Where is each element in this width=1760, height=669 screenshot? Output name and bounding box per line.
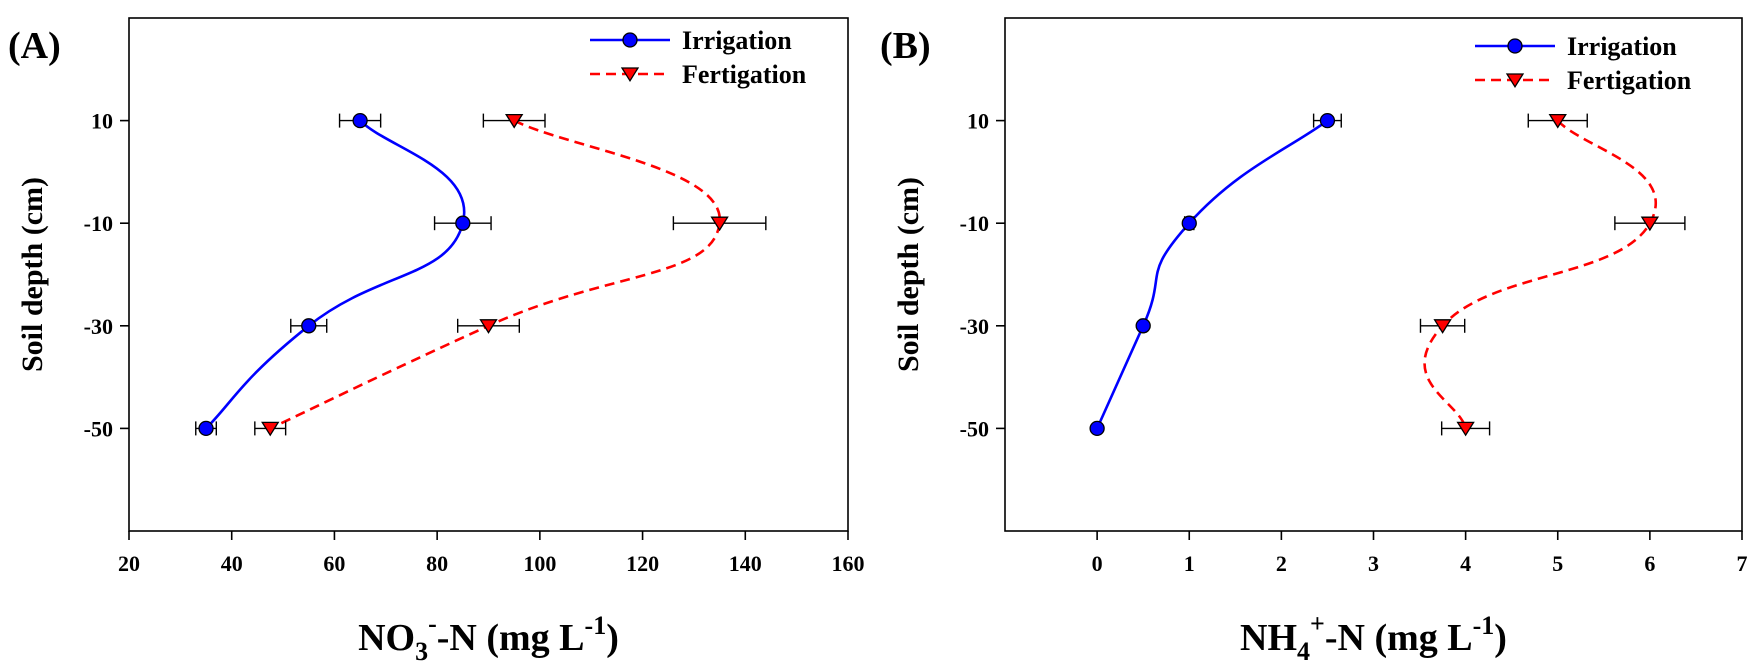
y-axis-label: Soil depth (cm) [892, 177, 925, 372]
legend-entry: Fertigation [1475, 66, 1692, 95]
data-point [1319, 112, 1336, 129]
y-tick-label: 10 [91, 109, 113, 134]
x-tick-label: 80 [426, 551, 448, 576]
x-axis-label: NO3--N (mg L-1) [358, 609, 619, 666]
series-line [205, 119, 466, 430]
legend-entry: Irrigation [1475, 32, 1677, 61]
x-tick-label: 4 [1460, 551, 1471, 576]
legend-marker [1505, 73, 1525, 89]
x-axis-label: NH4+-N (mg L-1) [1240, 609, 1507, 666]
legend-entry: Irrigation [590, 26, 792, 55]
y-tick-label: 10 [967, 109, 989, 134]
data-point [479, 319, 498, 334]
y-tick-label: -10 [84, 211, 113, 236]
y-tick-label: -10 [960, 211, 989, 236]
data-point [1433, 319, 1452, 334]
x-tick-label: 7 [1737, 551, 1748, 576]
legend-marker [622, 32, 638, 48]
x-tick-label: 140 [729, 551, 762, 576]
data-point [1456, 421, 1475, 437]
data-point [710, 216, 729, 232]
y-tick-label: -50 [84, 416, 113, 441]
legend-marker [1507, 38, 1523, 54]
legend-label: Fertigation [1567, 66, 1692, 95]
x-tick-label: 1 [1184, 551, 1195, 576]
legend-label: Irrigation [682, 26, 792, 55]
x-tick-label: 160 [832, 551, 865, 576]
series-line [1095, 119, 1329, 429]
series-fertigation [1419, 113, 1686, 437]
legend-marker [620, 67, 640, 83]
series-line [1423, 119, 1658, 429]
data-point [301, 318, 317, 334]
y-axis-label: Soil depth (cm) [16, 177, 49, 372]
x-tick-label: 60 [323, 551, 345, 576]
data-point [1089, 420, 1105, 437]
legend-entry: Fertigation [590, 60, 807, 89]
legend-label: Fertigation [682, 60, 807, 89]
data-point [261, 421, 280, 437]
y-tick-label: -30 [960, 314, 989, 339]
data-point [198, 420, 214, 437]
x-tick-label: 0 [1092, 551, 1103, 576]
x-tick-label: 2 [1276, 551, 1287, 576]
data-point [1181, 215, 1197, 231]
data-point [352, 112, 368, 129]
plot-frame [128, 17, 849, 532]
x-tick-label: 6 [1644, 551, 1655, 576]
data-point [1640, 216, 1660, 232]
panel-label: (A) [8, 25, 61, 67]
x-tick-label: 3 [1368, 551, 1379, 576]
x-tick-label: 120 [626, 551, 659, 576]
panel-b: 0 1 2 3 4 5 6 7 10 -10 -30 -50 (B) Soil depth (cm) NH4… [880, 17, 1748, 666]
series-fertigation [254, 113, 767, 437]
data-point [1135, 318, 1151, 334]
panel-a: 20 40 60 80 100 120 140 160 10 -10 -30 -50 (A) Soil d… [8, 17, 865, 666]
series-line [269, 119, 721, 430]
legend-label: Irrigation [1567, 32, 1677, 61]
x-tick-label: 5 [1552, 551, 1563, 576]
panel-label: (B) [880, 25, 931, 67]
x-tick-label: 40 [221, 551, 243, 576]
y-tick-label: -30 [84, 314, 113, 339]
data-point [505, 113, 524, 129]
data-point [455, 215, 471, 231]
x-tick-label: 20 [118, 551, 140, 576]
series-irrigation [195, 112, 492, 437]
y-tick-label: -50 [960, 416, 989, 441]
series-irrigation [1089, 112, 1342, 437]
data-point [1548, 113, 1567, 129]
x-tick-label: 100 [523, 551, 556, 576]
